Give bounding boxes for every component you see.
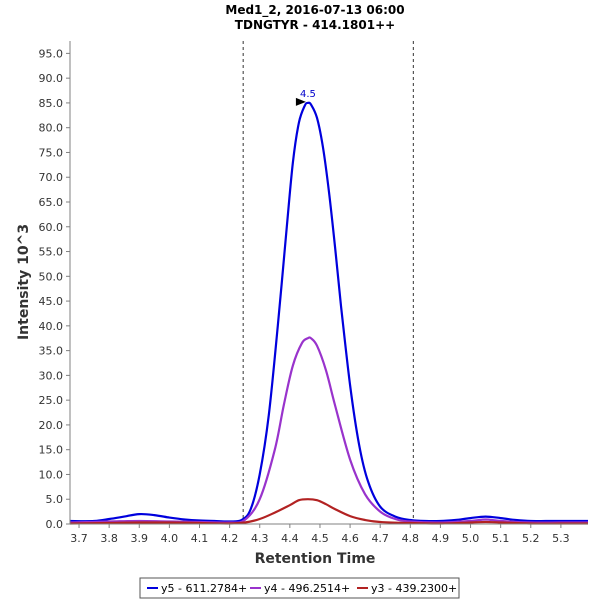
peak-boundaries [242, 41, 414, 524]
chart-title: Med1_2, 2016-07-13 06:00 [225, 3, 404, 18]
x-axis: 3.7 3.8 3.9 4.0 4.1 4.2 4.3 4.4 4.5 4.6 4.7 4.8 4.9 5… [70, 524, 570, 545]
series-line [69, 101, 588, 523]
series-line [69, 498, 588, 525]
y-tick-label: 5.0 [46, 493, 64, 506]
x-tick-label: 4.0 [161, 532, 179, 545]
y-tick-label: 90.0 [39, 72, 64, 85]
x-tick-label: 5.1 [492, 532, 510, 545]
y-tick-label: 60.0 [39, 221, 64, 234]
x-tick-label: 4.9 [432, 532, 450, 545]
y-tick-label: 20.0 [39, 419, 64, 432]
series-layer [69, 101, 588, 525]
x-tick-label: 4.5 [311, 532, 329, 545]
plot-area [70, 41, 588, 524]
y-tick-label: 10.0 [39, 468, 64, 481]
y-axis-label: Intensity 10^3 [16, 224, 32, 340]
peak-annotation: 4.5 [295, 89, 316, 106]
y-tick-label: 35.0 [39, 345, 64, 358]
legend-box [139, 577, 460, 599]
y-tick-label: 40.0 [39, 320, 64, 333]
y-tick-label: 65.0 [39, 196, 64, 209]
legend: y5 - 611.2784+ y4 - 496.2514+ y3 - 439.230… [139, 577, 460, 599]
legend-label: y5 - 611.2784+ [161, 582, 247, 595]
x-tick-label: 4.8 [402, 532, 420, 545]
y-tick-label: 30.0 [39, 369, 64, 382]
chart-subtitle: TDNGTYR - 414.1801++ [235, 18, 395, 32]
x-tick-label: 4.7 [371, 532, 389, 545]
x-tick-label: 5.3 [552, 532, 570, 545]
y-tick-label: 75.0 [39, 146, 64, 159]
peak-annotation-label: 4.5 [300, 89, 316, 100]
x-tick-label: 4.1 [191, 532, 209, 545]
legend-item: y3 - 439.2300+ [357, 582, 457, 595]
legend-label: y4 - 496.2514+ [264, 582, 350, 595]
y-tick-label: 95.0 [39, 47, 64, 60]
legend-items: y5 - 611.2784+ y4 - 496.2514+ y3 - 439.230… [147, 582, 457, 595]
x-tick-label: 3.9 [131, 532, 149, 545]
legend-item: y4 - 496.2514+ [250, 582, 350, 595]
peak-marker-icon [295, 97, 306, 106]
y-tick-label: 55.0 [39, 246, 64, 259]
x-tick-label: 4.6 [341, 532, 359, 545]
x-tick-label: 3.7 [70, 532, 88, 545]
x-tick-label: 4.3 [251, 532, 269, 545]
y-tick-label: 15.0 [39, 444, 64, 457]
legend-item: y5 - 611.2784+ [147, 582, 247, 595]
x-tick-label: 4.4 [281, 532, 299, 545]
y-tick-label: 50.0 [39, 270, 64, 283]
x-axis-label: Retention Time [255, 551, 376, 567]
x-tick-label: 5.0 [462, 532, 480, 545]
x-tick-label: 3.8 [100, 532, 118, 545]
y-tick-label: 0.0 [46, 518, 64, 531]
y-tick-label: 85.0 [39, 97, 64, 110]
y-tick-label: 25.0 [39, 394, 64, 407]
y-tick-label: 80.0 [39, 122, 64, 135]
y-tick-label: 70.0 [39, 171, 64, 184]
x-tick-label: 4.2 [221, 532, 239, 545]
y-axis: 0.0 5.0 10.0 15.0 20.0 25.0 30.0 35.0 40.0 45.0 50… [39, 47, 70, 531]
y-tick-label: 45.0 [39, 295, 64, 308]
legend-label: y3 - 439.2300+ [371, 582, 457, 595]
x-tick-label: 5.2 [522, 532, 540, 545]
